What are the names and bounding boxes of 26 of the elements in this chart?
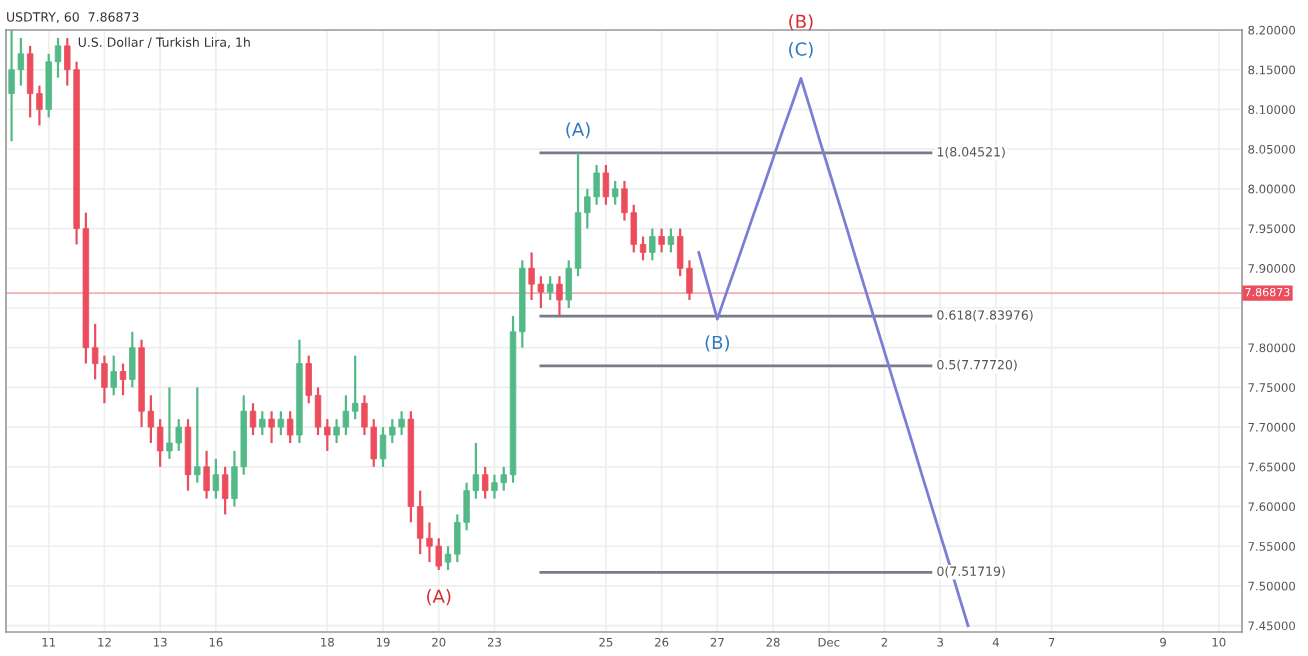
annotation: (A) [566, 122, 590, 139]
candlestick [286, 410, 294, 445]
candlestick [611, 179, 619, 206]
annotation: (B) [789, 14, 813, 31]
candlestick [667, 227, 675, 254]
candlestick [649, 227, 656, 262]
annotation: (B) [705, 335, 730, 352]
candlestick [268, 410, 275, 445]
annotation: (A) [427, 589, 451, 606]
candlestick [194, 386, 201, 484]
candlestick [658, 227, 665, 254]
candlestick [546, 275, 554, 302]
candlestick [203, 449, 210, 500]
candlestick [119, 362, 127, 397]
candlestick [221, 465, 229, 516]
candlestick [184, 418, 192, 492]
candlestick [259, 410, 266, 437]
candlestick [110, 354, 117, 397]
candlestick [602, 163, 610, 206]
candlestick [277, 410, 285, 437]
candlestick [481, 465, 489, 500]
candlestick [212, 457, 220, 500]
candlestick [556, 275, 563, 318]
candlestick [129, 330, 136, 389]
candlestick [249, 402, 257, 437]
annotation: (C) [789, 41, 813, 59]
